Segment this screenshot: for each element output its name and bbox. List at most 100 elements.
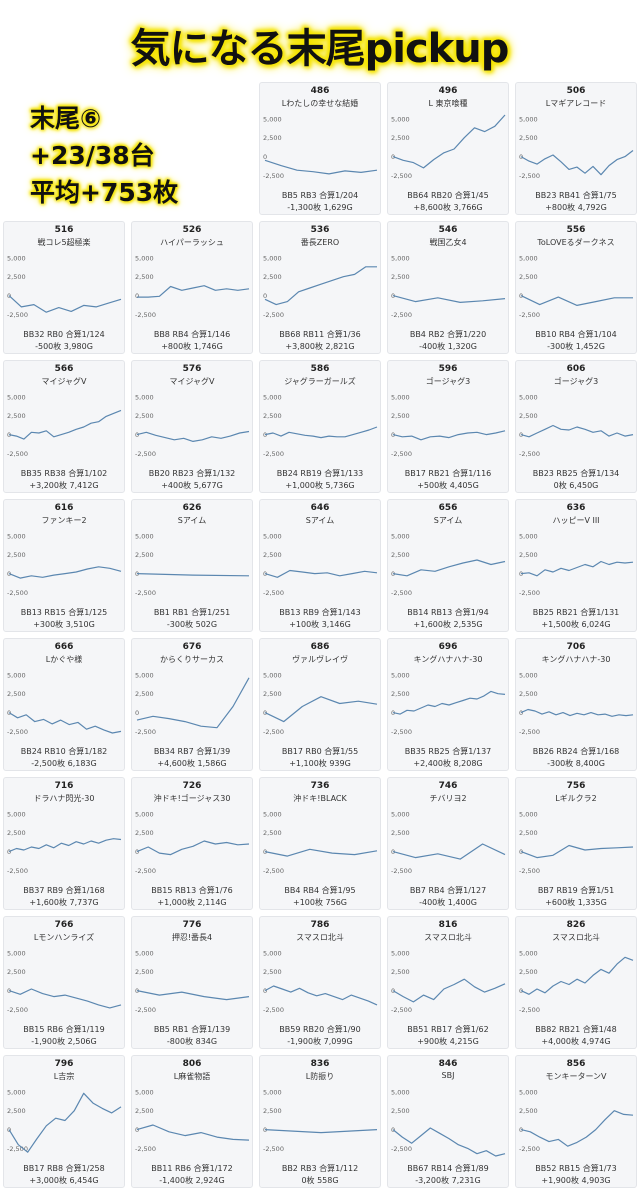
panel-stats: BB13 RB15 合算1/125 bbox=[20, 608, 108, 617]
panel-result: +1,000枚 5,736G bbox=[285, 481, 355, 490]
chart-panel: 516 戦コレ5超極楽 5,000 2,500 0 -2,500 BB32 RB0 合算1/… bbox=[3, 221, 125, 354]
panel-number: 506 bbox=[566, 86, 586, 96]
series-line bbox=[520, 560, 634, 577]
chart-panel: 546 戦国乙女4 5,000 2,500 0 -2,500 BB4 RB2 合算1/220… bbox=[387, 221, 509, 354]
y-tick-label: -2,500 bbox=[391, 450, 412, 458]
y-tick-label: 5,000 bbox=[263, 393, 282, 401]
machine-name: ハイパーラッシュ bbox=[160, 238, 224, 247]
y-tick-label: 5,000 bbox=[519, 393, 538, 401]
machine-name: 押忍!番長4 bbox=[171, 933, 213, 942]
series-line bbox=[264, 159, 378, 175]
machine-name: Lマギアレコード bbox=[545, 99, 607, 108]
y-tick-label: -2,500 bbox=[135, 728, 156, 736]
series-line bbox=[520, 956, 634, 995]
machine-name: キングハナハナ-30 bbox=[541, 655, 611, 664]
y-tick-label: -2,500 bbox=[263, 728, 284, 736]
panel-number: 786 bbox=[310, 920, 330, 930]
y-tick-label: 5,000 bbox=[263, 115, 282, 123]
panel-number: 796 bbox=[54, 1059, 74, 1069]
y-tick-label: -2,500 bbox=[519, 1006, 540, 1014]
machine-name: 戦コレ5超極楽 bbox=[37, 238, 91, 247]
panel-number: 526 bbox=[182, 225, 202, 235]
panel-number: 736 bbox=[310, 781, 330, 791]
panel-number: 626 bbox=[182, 503, 202, 513]
y-tick-label: 2,500 bbox=[391, 551, 410, 559]
panel-result: -1,900枚 7,099G bbox=[287, 1037, 353, 1046]
machine-name: ゴージャグ3 bbox=[553, 377, 599, 386]
y-tick-label: 2,500 bbox=[135, 690, 154, 698]
series-line bbox=[264, 266, 377, 306]
series-line bbox=[136, 1124, 250, 1141]
y-tick-label: 2,500 bbox=[7, 412, 26, 420]
panel-result: +500枚 4,405G bbox=[417, 481, 479, 490]
y-tick-label: 2,500 bbox=[519, 968, 538, 976]
y-tick-label: 5,000 bbox=[263, 254, 282, 262]
panel-result: +1,100枚 939G bbox=[289, 759, 351, 768]
machine-name: Sアイム bbox=[433, 516, 463, 525]
y-tick-label: 5,000 bbox=[263, 1088, 282, 1096]
machine-name: マイジャグV bbox=[169, 377, 215, 386]
machine-name: スマスロ北斗 bbox=[296, 933, 344, 942]
y-tick-label: 5,000 bbox=[135, 1088, 154, 1096]
panel-result: +100枚 756G bbox=[293, 898, 347, 907]
machine-name: 戦国乙女4 bbox=[429, 238, 467, 247]
panel-result: +300枚 3,510G bbox=[33, 620, 95, 629]
y-tick-label: -2,500 bbox=[263, 172, 284, 180]
y-tick-label: 5,000 bbox=[135, 532, 154, 540]
panel-result: -1,900枚 2,506G bbox=[31, 1037, 97, 1046]
panel-stats: BB25 RB21 合算1/131 bbox=[532, 608, 620, 617]
panel-stats: BB23 RB41 合算1/75 bbox=[535, 191, 617, 200]
panel-stats: BB67 RB14 合算1/89 bbox=[407, 1164, 489, 1173]
panel-result: -1,400枚 2,924G bbox=[159, 1176, 225, 1185]
y-tick-label: 5,000 bbox=[519, 671, 538, 679]
y-tick-label: 0 bbox=[263, 153, 267, 161]
y-tick-label: -2,500 bbox=[7, 867, 28, 875]
panel-stats: BB23 RB25 合算1/134 bbox=[532, 469, 620, 478]
panel-stats: BB34 RB7 合算1/39 bbox=[153, 747, 231, 756]
panel-stats: BB17 RB8 合算1/258 bbox=[23, 1164, 105, 1173]
chart-panel: 756 Lギルクラ2 5,000 2,500 0 -2,500 BB7 RB19 合算1/5… bbox=[515, 777, 637, 910]
series-line bbox=[392, 559, 506, 577]
y-tick-label: 5,000 bbox=[519, 1088, 538, 1096]
y-tick-label: 0 bbox=[263, 431, 267, 439]
summary-line-average: 平均+753枚 bbox=[30, 178, 179, 207]
y-tick-label: 2,500 bbox=[391, 273, 410, 281]
panel-number: 496 bbox=[438, 86, 458, 96]
machine-name: Lギルクラ2 bbox=[555, 794, 597, 803]
chart-panel: 656 Sアイム 5,000 2,500 0 -2,500 BB14 RB13 合算1/94… bbox=[387, 499, 509, 632]
panel-stats: BB52 RB15 合算1/73 bbox=[535, 1164, 617, 1173]
panel-number: 776 bbox=[182, 920, 202, 930]
y-tick-label: 2,500 bbox=[7, 551, 26, 559]
panel-number: 666 bbox=[54, 642, 74, 652]
y-tick-label: -2,500 bbox=[135, 450, 156, 458]
series-line bbox=[136, 677, 250, 729]
series-line bbox=[137, 285, 250, 298]
y-tick-label: 0 bbox=[135, 1126, 139, 1134]
panel-stats: BB82 RB21 合算1/48 bbox=[535, 1025, 617, 1034]
panel-number: 766 bbox=[54, 920, 74, 930]
y-tick-label: -2,500 bbox=[135, 1006, 156, 1014]
y-tick-label: -2,500 bbox=[263, 1006, 284, 1014]
y-tick-label: -2,500 bbox=[7, 1145, 28, 1153]
panel-stats: BB8 RB4 合算1/146 bbox=[153, 330, 231, 339]
panel-result: +800枚 1,746G bbox=[161, 342, 223, 351]
panel-number: 566 bbox=[54, 364, 74, 374]
y-tick-label: 2,500 bbox=[135, 412, 154, 420]
panel-result: +600枚 1,335G bbox=[545, 898, 607, 907]
y-tick-label: 2,500 bbox=[391, 134, 410, 142]
